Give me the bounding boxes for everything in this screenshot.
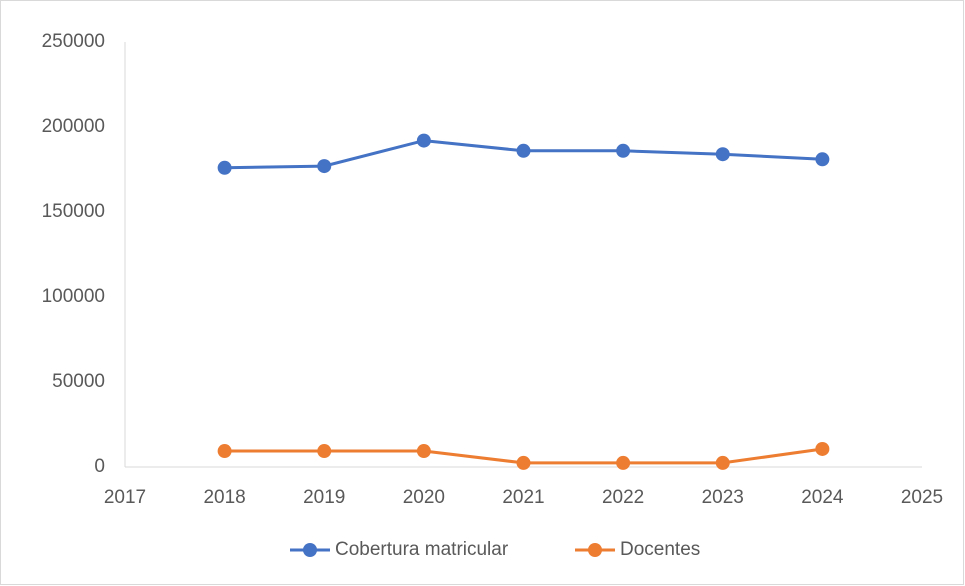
legend-marker [303,543,317,557]
data-point [616,143,631,158]
data-point [516,455,531,470]
data-point [715,147,730,162]
y-tick-label: 250000 [42,31,105,52]
data-point [815,152,830,167]
x-tick-label: 2025 [901,487,943,508]
x-tick-label: 2024 [801,487,844,508]
x-tick-label: 2018 [203,487,245,508]
x-tick-label: 2023 [702,487,744,508]
x-tick-label: 2020 [403,487,445,508]
x-tick-label: 2022 [602,487,644,508]
data-point [416,444,431,459]
data-point [217,160,232,175]
data-point [416,133,431,148]
data-point [616,455,631,470]
x-tick-label: 2021 [502,487,544,508]
y-tick-label: 100000 [42,286,105,307]
y-tick-label: 0 [94,456,105,477]
data-point [217,444,232,459]
legend-marker [588,543,602,557]
y-tick-label: 50000 [52,371,105,392]
data-point [317,159,332,174]
data-point [516,143,531,158]
legend-label: Cobertura matricular [335,539,509,560]
x-tick-label: 2017 [104,487,146,508]
y-tick-label: 150000 [42,201,105,222]
x-tick-label: 2019 [303,487,345,508]
data-point [815,441,830,456]
legend-label: Docentes [620,539,700,560]
data-point [715,455,730,470]
data-point [317,444,332,459]
y-tick-label: 200000 [42,116,105,137]
